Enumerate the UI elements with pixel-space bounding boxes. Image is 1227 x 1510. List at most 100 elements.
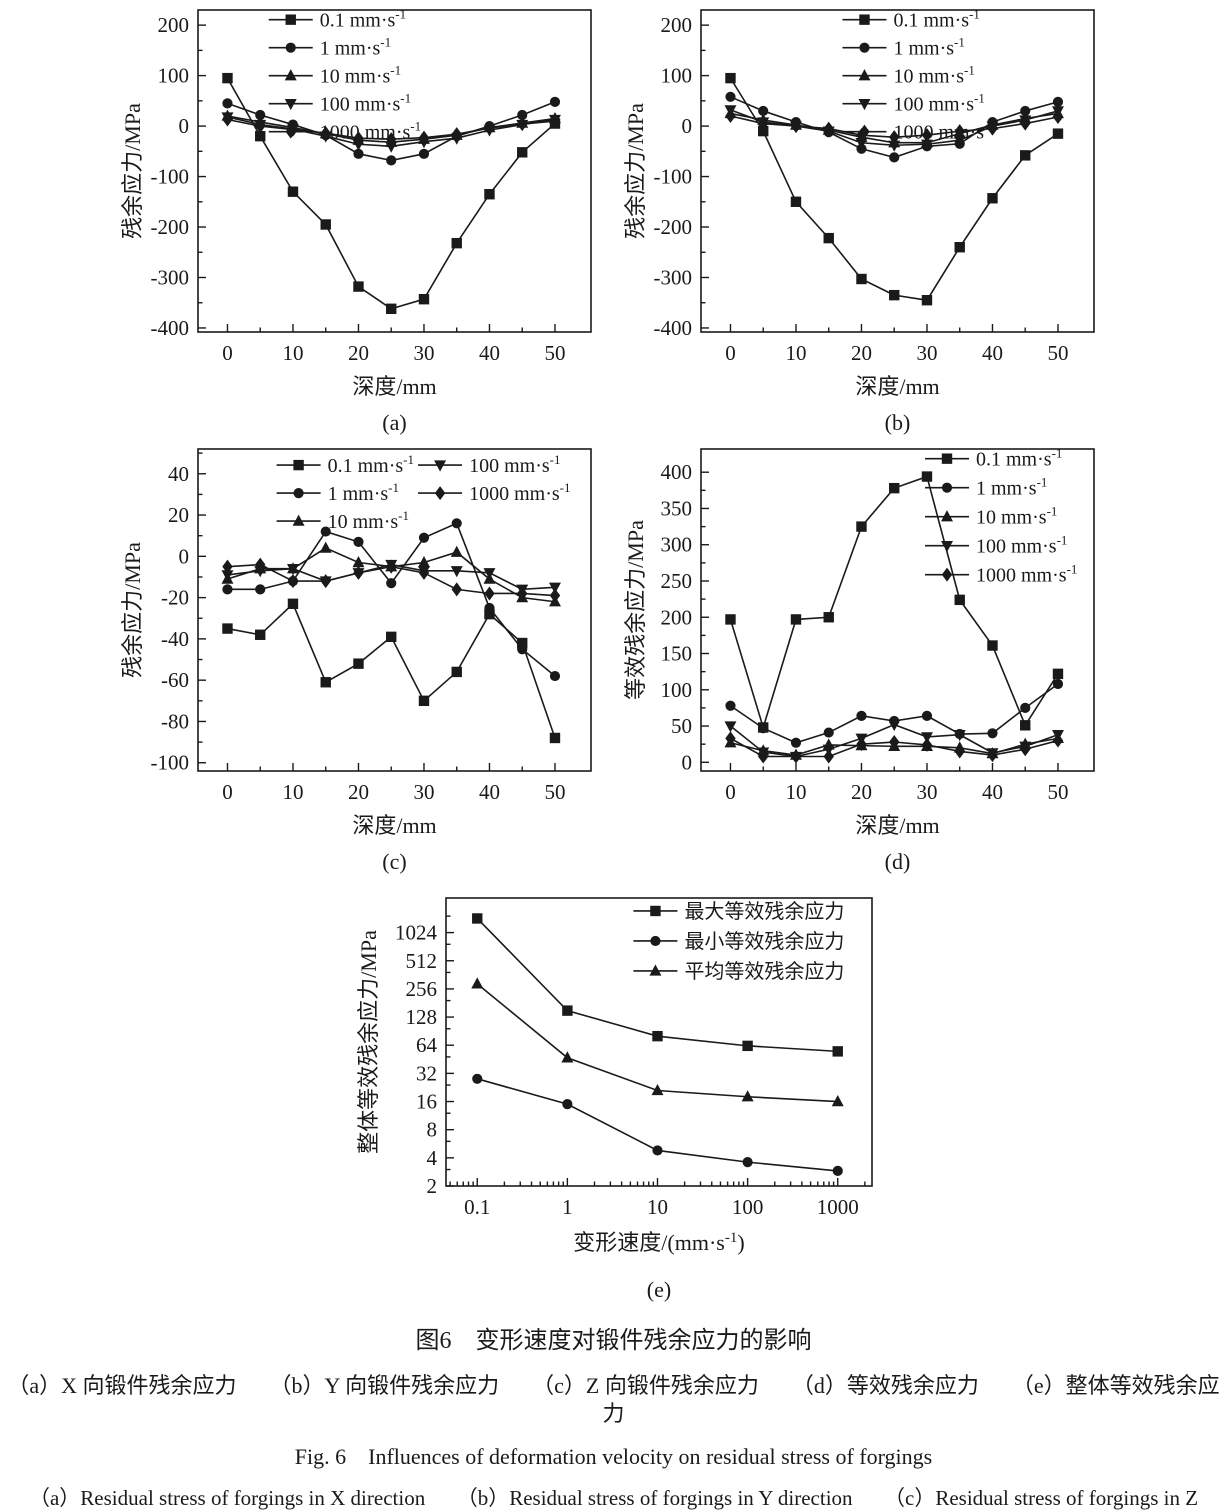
svg-text:20: 20 — [168, 503, 189, 527]
svg-text:0: 0 — [178, 544, 189, 568]
svg-text:-200: -200 — [653, 215, 692, 239]
svg-text:0: 0 — [725, 341, 736, 365]
chart-row-cd: 0 10 20 30 40 50 -100 -80 -60 -40 -20 0 20 40 深度/mm 残余应… — [0, 441, 1227, 876]
svg-text:-400: -400 — [653, 316, 692, 340]
svg-text:10 mm·s-1: 10 mm·s-1 — [319, 63, 400, 88]
svg-text:0: 0 — [681, 750, 692, 774]
svg-text:0.1 mm·s-1: 0.1 mm·s-1 — [327, 452, 413, 477]
svg-text:(d): (d) — [884, 849, 910, 874]
chart-row-e: 0.1 1 10 100 1000 2 4 8 16 32 64 128 256 512 1024 变形速度/… — [0, 884, 1227, 1304]
svg-text:4: 4 — [426, 1146, 437, 1170]
svg-text:(c): (c) — [382, 849, 406, 874]
svg-text:10: 10 — [785, 341, 806, 365]
svg-text:50: 50 — [671, 714, 692, 738]
svg-text:1: 1 — [562, 1195, 573, 1219]
svg-text:10: 10 — [646, 1195, 667, 1219]
svg-text:100 mm·s-1: 100 mm·s-1 — [319, 91, 410, 116]
svg-text:深度/mm: 深度/mm — [855, 374, 939, 399]
svg-text:-200: -200 — [150, 215, 189, 239]
svg-text:10 mm·s-1: 10 mm·s-1 — [893, 63, 974, 88]
svg-text:350: 350 — [660, 496, 692, 520]
chart-d-equivalent-residual-stress: 0 10 20 30 40 50 0 50 100 150 200 250 300 350 400 深度/mm… — [623, 446, 1095, 874]
svg-text:0.1: 0.1 — [464, 1195, 490, 1219]
svg-text:-300: -300 — [653, 265, 692, 289]
svg-text:50: 50 — [1047, 341, 1068, 365]
svg-text:-40: -40 — [161, 627, 189, 651]
svg-text:20: 20 — [850, 780, 871, 804]
svg-text:150: 150 — [660, 642, 692, 666]
caption-zh-items: （a）X 向锻件残余应力 （b）Y 向锻件残余应力 （c）Z 向锻件残余应力 （… — [7, 1373, 1220, 1426]
svg-text:1000: 1000 — [816, 1195, 858, 1219]
svg-text:残余应力/MPa: 残余应力/MPa — [120, 103, 145, 239]
svg-text:10 mm·s-1: 10 mm·s-1 — [327, 508, 408, 533]
svg-text:200: 200 — [660, 605, 692, 629]
svg-text:100 mm·s-1: 100 mm·s-1 — [893, 91, 984, 116]
svg-text:40: 40 — [168, 462, 189, 486]
svg-text:250: 250 — [660, 569, 692, 593]
svg-text:残余应力/MPa: 残余应力/MPa — [120, 542, 145, 678]
svg-text:1000 mm·s-1: 1000 mm·s-1 — [319, 119, 420, 144]
svg-text:等效残余应力/MPa: 等效残余应力/MPa — [623, 520, 648, 700]
svg-text:100: 100 — [157, 64, 189, 88]
svg-text:50: 50 — [544, 780, 565, 804]
chart-a-residual-stress-x: 0 10 20 30 40 50 -400 -300 -200 -100 0 100 200 深度/mm 残… — [120, 7, 592, 435]
svg-text:变形速度/(mm·s-1): 变形速度/(mm·s-1) — [573, 1230, 744, 1255]
svg-text:残余应力/MPa: 残余应力/MPa — [623, 103, 648, 239]
svg-text:100: 100 — [660, 64, 692, 88]
svg-text:30: 30 — [413, 341, 434, 365]
svg-text:平均等效残余应力: 平均等效残余应力 — [684, 960, 844, 983]
svg-text:-20: -20 — [161, 586, 189, 610]
svg-text:40: 40 — [981, 780, 1002, 804]
svg-text:深度/mm: 深度/mm — [352, 813, 436, 838]
svg-text:1 mm·s-1: 1 mm·s-1 — [327, 480, 398, 505]
svg-text:20: 20 — [347, 780, 368, 804]
chart-c-residual-stress-z: 0 10 20 30 40 50 -100 -80 -60 -40 -20 0 20 40 深度/mm 残余应… — [120, 448, 592, 874]
svg-text:0.1 mm·s-1: 0.1 mm·s-1 — [976, 446, 1062, 471]
svg-text:(e): (e) — [646, 1277, 670, 1302]
svg-text:64: 64 — [416, 1033, 438, 1057]
svg-text:100 mm·s-1: 100 mm·s-1 — [469, 452, 560, 477]
svg-text:40: 40 — [478, 341, 499, 365]
svg-text:30: 30 — [916, 780, 937, 804]
svg-text:1000 mm·s-1: 1000 mm·s-1 — [976, 562, 1077, 587]
svg-text:100 mm·s-1: 100 mm·s-1 — [976, 533, 1067, 558]
svg-text:1000 mm·s-1: 1000 mm·s-1 — [893, 119, 994, 144]
svg-text:30: 30 — [413, 780, 434, 804]
svg-text:20: 20 — [347, 341, 368, 365]
svg-text:300: 300 — [660, 533, 692, 557]
svg-text:100: 100 — [660, 678, 692, 702]
svg-text:50: 50 — [1047, 780, 1068, 804]
svg-text:深度/mm: 深度/mm — [352, 374, 436, 399]
chart-b-residual-stress-y: 0 10 20 30 40 50 -400 -300 -200 -100 0 100 200 深度/mm 残… — [623, 7, 1095, 435]
svg-text:0.1 mm·s-1: 0.1 mm·s-1 — [319, 7, 405, 32]
figure-captions: 图6 变形速度对锻件残余应力的影响 （a）X 向锻件残余应力 （b）Y 向锻件残… — [0, 1326, 1227, 1510]
svg-text:-60: -60 — [161, 668, 189, 692]
svg-text:40: 40 — [981, 341, 1002, 365]
svg-text:16: 16 — [416, 1090, 437, 1114]
svg-text:0: 0 — [222, 341, 233, 365]
svg-text:(a): (a) — [382, 410, 406, 435]
svg-text:-300: -300 — [150, 265, 189, 289]
svg-text:-100: -100 — [150, 165, 189, 189]
svg-text:400: 400 — [660, 460, 692, 484]
svg-text:256: 256 — [405, 977, 437, 1001]
svg-text:100: 100 — [731, 1195, 763, 1219]
svg-text:-400: -400 — [150, 316, 189, 340]
svg-text:1024: 1024 — [395, 921, 438, 945]
svg-text:200: 200 — [660, 13, 692, 37]
caption-en-items-1: （a）Residual stress of forgings in X dire… — [28, 1485, 1199, 1510]
svg-text:1000 mm·s-1: 1000 mm·s-1 — [469, 480, 570, 505]
svg-text:-100: -100 — [150, 751, 189, 775]
svg-text:40: 40 — [478, 780, 499, 804]
svg-text:0: 0 — [222, 780, 233, 804]
chart-e-overall-equivalent-residual-stress: 0.1 1 10 100 1000 2 4 8 16 32 64 128 256 512 1024 变形速度/… — [356, 897, 873, 1302]
svg-text:30: 30 — [916, 341, 937, 365]
svg-text:20: 20 — [850, 341, 871, 365]
svg-text:8: 8 — [426, 1118, 437, 1142]
caption-en-title: Fig. 6 Influences of deformation velocit… — [294, 1444, 933, 1469]
svg-text:10: 10 — [282, 341, 303, 365]
svg-text:2: 2 — [426, 1174, 437, 1198]
svg-text:10: 10 — [282, 780, 303, 804]
svg-text:深度/mm: 深度/mm — [855, 813, 939, 838]
chart-row-ab: 0 10 20 30 40 50 -400 -300 -200 -100 0 100 200 深度/mm 残… — [0, 0, 1227, 437]
